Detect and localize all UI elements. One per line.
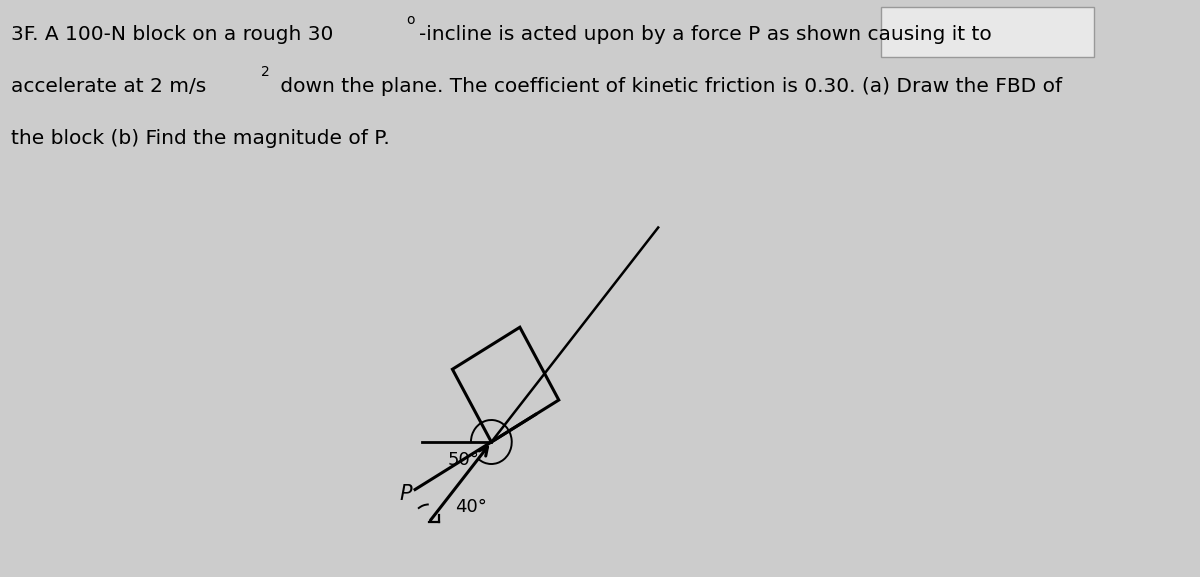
Text: P: P (400, 485, 412, 504)
FancyBboxPatch shape (881, 7, 1094, 57)
Text: 3F. A 100-N block on a rough 30: 3F. A 100-N block on a rough 30 (11, 25, 334, 44)
Text: -incline is acted upon by a force P as shown causing it to: -incline is acted upon by a force P as s… (419, 25, 991, 44)
Text: o: o (406, 13, 414, 27)
Text: 2: 2 (262, 65, 270, 79)
Text: accelerate at 2 m/s: accelerate at 2 m/s (11, 77, 206, 96)
Text: 50°: 50° (448, 451, 480, 469)
Text: the block (b) Find the magnitude of P.: the block (b) Find the magnitude of P. (11, 129, 390, 148)
Text: down the plane. The coefficient of kinetic friction is 0.30. (a) Draw the FBD of: down the plane. The coefficient of kinet… (275, 77, 1062, 96)
Text: 40°: 40° (455, 499, 487, 516)
